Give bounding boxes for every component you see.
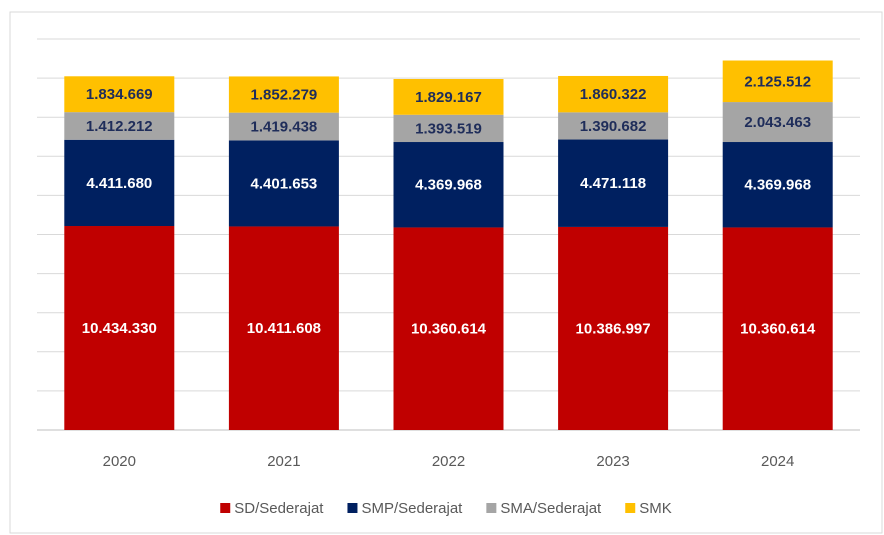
- data-label: 4.369.968: [744, 177, 811, 194]
- x-tick-label: 2022: [432, 453, 465, 470]
- bar-segment: [64, 139, 175, 227]
- x-tick-label: 2023: [596, 453, 629, 470]
- data-label: 1.852.279: [251, 87, 318, 104]
- data-label: 1.412.212: [86, 118, 153, 135]
- legend-item: SMP/Sederajat: [347, 500, 463, 517]
- bar-segment: [722, 102, 833, 143]
- bar-segment: [393, 79, 504, 115]
- bar-segment: [228, 76, 339, 113]
- bar-segment: [228, 140, 339, 227]
- x-tick-label: 2021: [267, 453, 300, 470]
- bar-segment: [722, 60, 833, 103]
- legend-label: SMK: [639, 500, 672, 517]
- bar-segment: [558, 112, 669, 140]
- legend-item: SD/Sederajat: [220, 500, 324, 517]
- bar-segment: [228, 112, 339, 141]
- bar-segment: [393, 227, 504, 430]
- data-label: 4.369.968: [415, 177, 482, 194]
- legend-swatch: [486, 503, 497, 513]
- data-label: 10.434.330: [82, 320, 157, 337]
- bar-segment: [64, 112, 175, 140]
- bar-segment: [64, 226, 175, 430]
- legend-label: SD/Sederajat: [234, 500, 324, 517]
- data-label: 10.411.608: [247, 320, 321, 337]
- data-label: 10.360.614: [740, 321, 816, 338]
- data-label: 1.390.682: [580, 118, 647, 135]
- data-label: 1.834.669: [86, 86, 153, 103]
- bar-segment: [393, 142, 504, 228]
- legend-label: SMA/Sederajat: [500, 500, 602, 517]
- bar-segment: [558, 75, 669, 113]
- data-label: 1.393.519: [415, 120, 482, 137]
- data-label: 10.360.614: [411, 321, 487, 338]
- data-label: 1.419.438: [251, 118, 318, 135]
- data-label: 2.043.463: [744, 114, 811, 131]
- legend-item: SMK: [625, 500, 672, 517]
- bar-segment: [393, 114, 504, 143]
- data-label: 2.125.512: [744, 73, 811, 90]
- data-label: 1.860.322: [580, 86, 647, 103]
- data-label: 4.401.653: [251, 175, 318, 192]
- bar-segment: [558, 226, 669, 430]
- data-label: 4.411.680: [86, 175, 152, 192]
- bar-segment: [64, 76, 175, 113]
- legend-swatch: [347, 503, 358, 513]
- legend-swatch: [220, 503, 231, 513]
- legend-label: SMP/Sederajat: [361, 500, 463, 517]
- x-tick-label: 2024: [761, 453, 794, 470]
- bar-segment: [722, 142, 833, 228]
- data-label: 1.829.167: [415, 89, 482, 106]
- legend-swatch: [625, 503, 636, 513]
- bar-segment: [722, 227, 833, 430]
- data-label: 10.386.997: [576, 320, 651, 337]
- x-tick-label: 2020: [103, 453, 136, 470]
- bar-segment: [228, 226, 339, 430]
- data-label: 4.471.118: [580, 175, 646, 192]
- bar-segment: [558, 139, 669, 227]
- legend-item: SMA/Sederajat: [486, 500, 602, 517]
